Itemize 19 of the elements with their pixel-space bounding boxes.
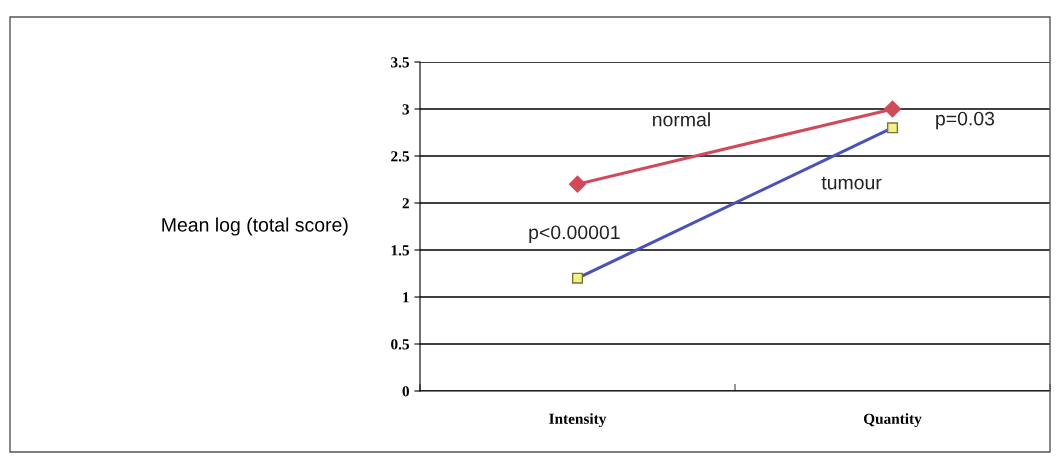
point xyxy=(571,272,584,284)
y-tick-label: 1 xyxy=(403,292,409,303)
point xyxy=(883,100,902,118)
annotation: p=0.03 xyxy=(936,111,995,130)
point xyxy=(886,122,899,134)
y-tick-label: 3.5 xyxy=(391,57,410,68)
point xyxy=(568,175,587,193)
x-tick-label: Intensity xyxy=(549,413,607,428)
y-tick-label: 2.5 xyxy=(391,151,410,162)
annotation: p<0.00001 xyxy=(529,225,620,244)
y-tick-label: 0 xyxy=(402,386,409,397)
y-tick-label: 1.5 xyxy=(391,245,410,256)
series-label: normal xyxy=(653,112,710,127)
series-label: tumour xyxy=(821,176,882,190)
y-tick-label: 2 xyxy=(402,198,409,209)
y-axis-title: Mean log (total score) xyxy=(162,217,348,236)
y-tick-label: 3 xyxy=(402,104,410,115)
y-tick-label: 0.5 xyxy=(391,339,410,350)
x-tick-label: Quantity xyxy=(863,413,922,428)
